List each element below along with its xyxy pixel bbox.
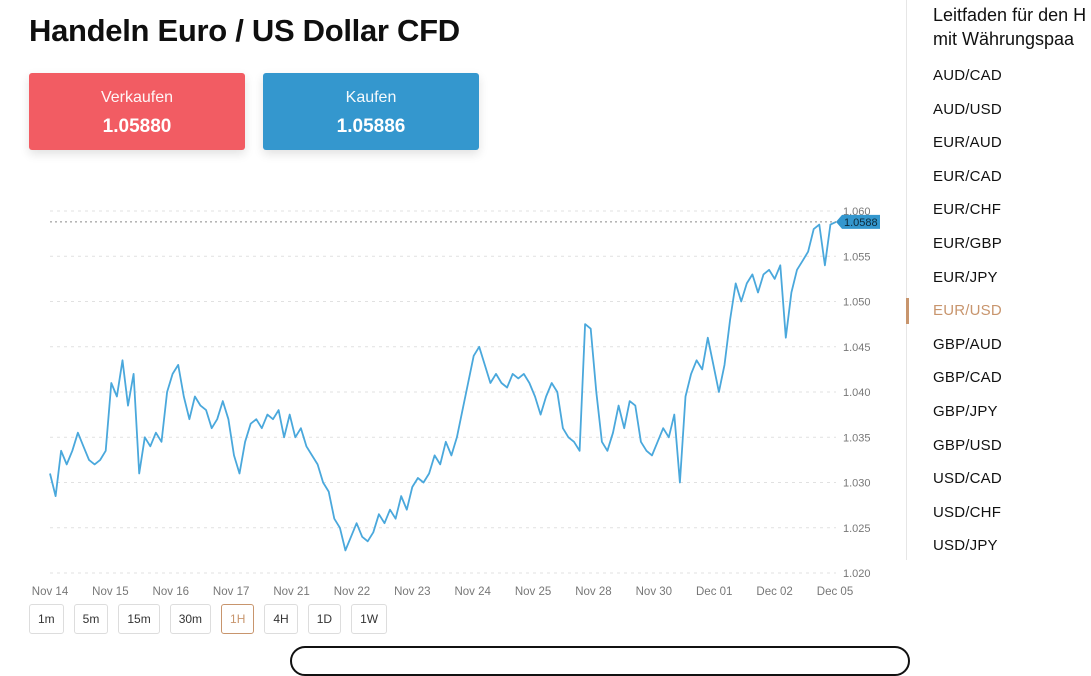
timeframe-button-1w[interactable]: 1W (351, 604, 388, 634)
x-tick-label: Nov 14 (32, 586, 69, 598)
sidebar: Leitfaden für den H mit Währungspaa AUD/… (906, 0, 1091, 560)
pair-link-usd-jpy[interactable]: USD/JPY (933, 537, 998, 555)
x-tick-label: Nov 25 (515, 586, 551, 598)
price-line (49, 221, 837, 552)
pair-link-eur-jpy[interactable]: EUR/JPY (933, 268, 998, 286)
price-chart[interactable]: 1.020 1.025 1.030 1.035 1.040 1.045 1.050 1.055… (0, 195, 900, 605)
x-tick-label: Nov 16 (153, 586, 189, 598)
x-tick-label: Nov 15 (92, 586, 128, 598)
pair-link-eur-aud[interactable]: EUR/AUD (933, 134, 1002, 152)
pair-link-eur-gbp[interactable]: EUR/GBP (933, 234, 1002, 252)
y-tick-label: 1.050 (843, 297, 871, 309)
y-tick-label: 1.030 (843, 478, 871, 490)
y-tick-label: 1.025 (843, 523, 871, 535)
x-tick-label: Dec 02 (756, 586, 792, 598)
currency-pair-list: AUD/CAD AUD/USD EUR/AUD EUR/CAD EUR/CHF EUR/G… (906, 65, 1002, 569)
sidebar-title-line-1: Leitfaden für den H (933, 5, 1087, 25)
pair-link-eur-usd[interactable]: EUR/USD (906, 298, 1002, 334)
pair-link-gbp-usd[interactable]: GBP/USD (933, 436, 1002, 454)
pair-link-eur-cad[interactable]: EUR/CAD (933, 167, 1002, 185)
sell-price: 1.05880 (102, 116, 172, 137)
timeframe-button-1d[interactable]: 1D (307, 604, 342, 634)
x-tick-label: Dec 01 (696, 586, 732, 598)
bottom-panel-edge (290, 646, 910, 676)
pair-link-gbp-jpy[interactable]: GBP/JPY (933, 402, 998, 420)
y-tick-label: 1.045 (843, 342, 871, 354)
timeframe-button-1h[interactable]: 1H (221, 604, 255, 634)
timeframe-button-5m[interactable]: 5m (73, 604, 109, 634)
timeframe-button-15m[interactable]: 15m (118, 604, 160, 634)
timeframe-button-30m[interactable]: 30m (169, 604, 212, 634)
y-tick-label: 1.020 (843, 568, 871, 580)
pair-link-eur-chf[interactable]: EUR/CHF (933, 201, 1002, 219)
sidebar-title-line-2: mit Währungspaa (933, 29, 1075, 49)
page-title: Handeln Euro / US Dollar CFD (29, 13, 460, 48)
sell-label: Verkaufen (100, 89, 174, 106)
x-tick-label: Nov 21 (273, 586, 309, 598)
x-tick-label: Nov 24 (454, 586, 491, 598)
pair-link-aud-usd[interactable]: AUD/USD (933, 100, 1002, 118)
timeframe-selector: 1m 5m 15m 30m 1H 4H 1D 1W (29, 604, 388, 634)
timeframe-button-1m[interactable]: 1m (29, 604, 64, 634)
pair-link-gbp-aud[interactable]: GBP/AUD (933, 335, 1002, 353)
y-tick-label: 1.055 (843, 251, 871, 263)
current-price-label: 1.0588 (844, 217, 878, 229)
pair-link-usd-cad[interactable]: USD/CAD (933, 470, 1002, 488)
y-tick-label: 1.040 (843, 387, 871, 399)
sidebar-title: Leitfaden für den H mit Währungspaa (933, 3, 1091, 51)
pair-link-aud-cad[interactable]: AUD/CAD (933, 67, 1002, 84)
timeframe-button-4h[interactable]: 4H (264, 604, 298, 634)
x-tick-label: Nov 22 (334, 586, 370, 598)
x-tick-label: Dec 05 (817, 586, 853, 598)
sell-button[interactable]: Verkaufen 1.05880 (29, 73, 245, 150)
x-tick-label: Nov 30 (636, 586, 672, 598)
buy-price: 1.05886 (336, 116, 406, 137)
y-tick-label: 1.035 (843, 432, 871, 444)
pair-link-usd-chf[interactable]: USD/CHF (933, 503, 1002, 521)
buy-label: Kaufen (345, 89, 397, 106)
buy-button[interactable]: Kaufen 1.05886 (263, 73, 479, 150)
x-tick-label: Nov 28 (575, 586, 611, 598)
x-tick-label: Nov 23 (394, 586, 430, 598)
current-price-tag (836, 214, 880, 229)
x-tick-label: Nov 17 (213, 586, 249, 598)
pair-link-gbp-cad[interactable]: GBP/CAD (933, 369, 1002, 387)
